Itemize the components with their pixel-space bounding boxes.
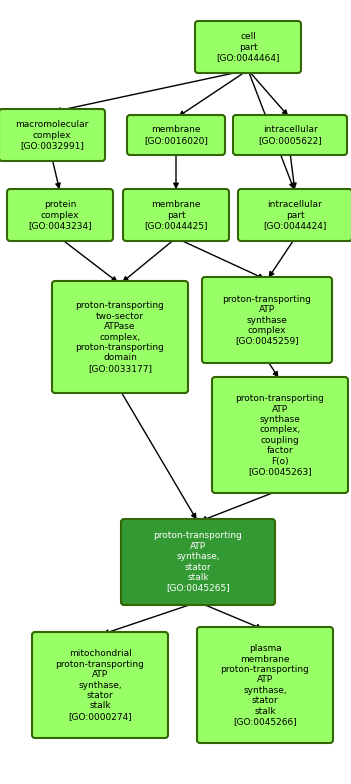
Text: intracellular
part
[GO:0044424]: intracellular part [GO:0044424] bbox=[263, 200, 327, 230]
Text: proton-transporting
ATP
synthase
complex
[GO:0045259]: proton-transporting ATP synthase complex… bbox=[223, 295, 311, 345]
FancyBboxPatch shape bbox=[7, 189, 113, 241]
Text: macromolecular
complex
[GO:0032991]: macromolecular complex [GO:0032991] bbox=[15, 120, 89, 150]
Text: protein
complex
[GO:0043234]: protein complex [GO:0043234] bbox=[28, 200, 92, 230]
FancyBboxPatch shape bbox=[121, 519, 275, 605]
Text: proton-transporting
two-sector
ATPase
complex,
proton-transporting
domain
[GO:00: proton-transporting two-sector ATPase co… bbox=[75, 301, 164, 372]
FancyBboxPatch shape bbox=[197, 627, 333, 743]
Text: membrane
[GO:0016020]: membrane [GO:0016020] bbox=[144, 125, 208, 145]
Text: intracellular
[GO:0005622]: intracellular [GO:0005622] bbox=[258, 125, 322, 145]
FancyBboxPatch shape bbox=[32, 632, 168, 738]
Text: proton-transporting
ATP
synthase
complex,
coupling
factor
F(o)
[GO:0045263]: proton-transporting ATP synthase complex… bbox=[236, 394, 324, 476]
FancyBboxPatch shape bbox=[233, 115, 347, 155]
FancyBboxPatch shape bbox=[202, 277, 332, 363]
Text: proton-transporting
ATP
synthase,
stator
stalk
[GO:0045265]: proton-transporting ATP synthase, stator… bbox=[154, 532, 243, 593]
FancyBboxPatch shape bbox=[195, 21, 301, 73]
FancyBboxPatch shape bbox=[123, 189, 229, 241]
FancyBboxPatch shape bbox=[238, 189, 351, 241]
Text: cell
part
[GO:0044464]: cell part [GO:0044464] bbox=[216, 32, 280, 62]
FancyBboxPatch shape bbox=[52, 281, 188, 393]
Text: membrane
part
[GO:0044425]: membrane part [GO:0044425] bbox=[144, 200, 208, 230]
Text: plasma
membrane
proton-transporting
ATP
synthase,
stator
stalk
[GO:0045266]: plasma membrane proton-transporting ATP … bbox=[220, 644, 310, 726]
FancyBboxPatch shape bbox=[127, 115, 225, 155]
FancyBboxPatch shape bbox=[212, 377, 348, 493]
Text: mitochondrial
proton-transporting
ATP
synthase,
stator
stalk
[GO:0000274]: mitochondrial proton-transporting ATP sy… bbox=[55, 649, 145, 720]
FancyBboxPatch shape bbox=[0, 109, 105, 161]
